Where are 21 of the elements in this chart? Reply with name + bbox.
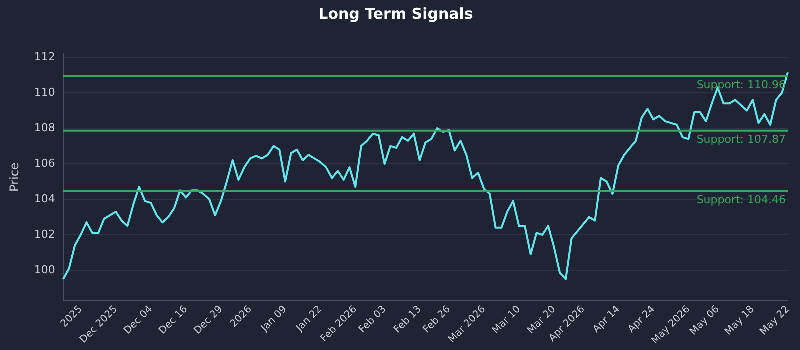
chart-title: Long Term Signals — [318, 4, 474, 23]
y-tick-label: 102 — [34, 228, 56, 241]
y-tick-label: 106 — [34, 156, 56, 170]
x-tick-label: Jan 09 — [258, 304, 290, 335]
x-tick-label: Apr 24 — [626, 304, 658, 336]
x-tick-label: Dec 29 — [192, 304, 226, 337]
x-tick-label: Mar 10 — [490, 304, 524, 336]
y-tick-label: 110 — [34, 86, 56, 99]
ref-line-label: Support: 107.87 — [696, 133, 786, 146]
x-tick-label: Apr 14 — [591, 304, 622, 336]
y-axis-title: Price — [7, 162, 22, 192]
x-tick-label: Feb 03 — [357, 304, 389, 336]
x-tick-label: Dec 04 — [122, 304, 156, 337]
x-tick-label: Dec 16 — [157, 304, 190, 337]
y-tick-label: 104 — [34, 192, 56, 206]
y-tick-label: 112 — [34, 50, 56, 64]
x-tick-label: Feb 13 — [392, 304, 424, 336]
ref-line-label: Support: 104.46 — [696, 194, 786, 207]
y-tick-label: 100 — [34, 263, 56, 276]
x-tick-label: Jan 22 — [294, 304, 324, 335]
y-tick-label: 108 — [34, 121, 56, 134]
